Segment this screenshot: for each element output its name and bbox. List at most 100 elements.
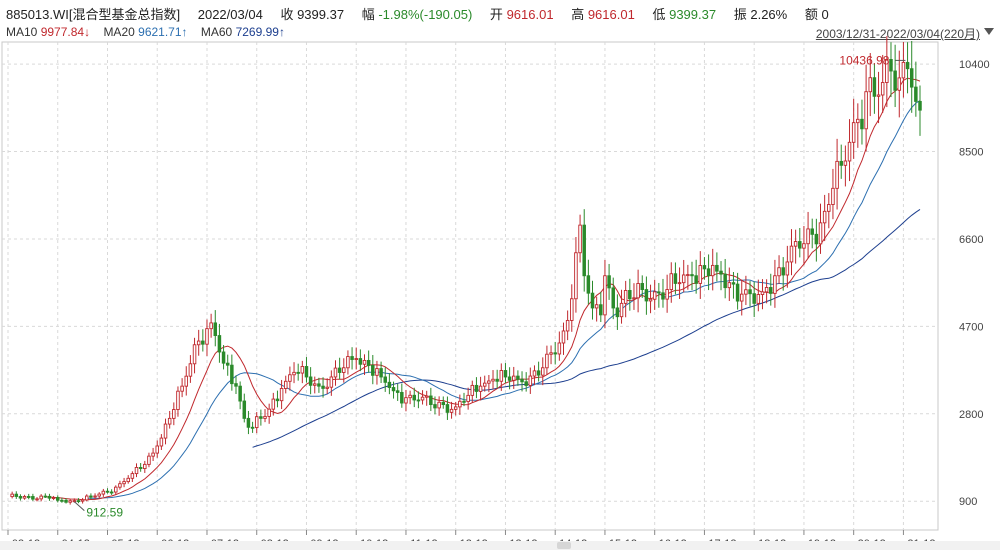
candle: [831, 168, 835, 220]
open-field: 开 9616.01: [489, 7, 554, 22]
candle-body: [648, 298, 653, 302]
candle: [416, 391, 421, 409]
candle-body: [192, 344, 197, 365]
candle: [362, 354, 367, 375]
candle-body: [872, 77, 877, 97]
candle-body: [292, 371, 296, 376]
candle: [279, 379, 284, 410]
candle-body: [553, 352, 557, 355]
candle: [254, 412, 259, 434]
candle: [267, 403, 271, 424]
horizontal-scrollbar[interactable]: [0, 541, 1000, 550]
candle: [856, 103, 860, 148]
candle-body: [802, 243, 806, 249]
candle: [872, 63, 877, 114]
candle-body: [147, 455, 151, 465]
candle-body: [242, 400, 247, 419]
candle-body: [31, 496, 35, 500]
candle: [196, 329, 201, 356]
candle-body: [420, 396, 425, 401]
candle: [230, 354, 234, 391]
candle: [453, 401, 458, 416]
date-range-link[interactable]: 2003/12/31-2022/03/04(220月): [815, 27, 980, 41]
candle: [163, 418, 168, 445]
change-field: 幅 -1.98%(-190.05): [361, 7, 473, 22]
candle: [109, 489, 114, 495]
candle-body: [822, 210, 827, 224]
candle-body: [196, 340, 201, 346]
candle-body: [246, 417, 251, 428]
candle: [250, 421, 255, 433]
candle: [342, 358, 346, 383]
candle: [880, 54, 885, 113]
candle-body: [172, 409, 176, 419]
candle-body: [333, 367, 338, 378]
candle: [395, 383, 400, 401]
candle-body: [756, 294, 761, 304]
y-tick-label: 6600: [959, 234, 983, 246]
candle-body: [528, 375, 533, 386]
candle-body: [565, 319, 570, 332]
candle-body: [739, 293, 744, 302]
candle-body: [441, 401, 446, 406]
candle: [470, 380, 475, 403]
candle-body: [97, 493, 101, 497]
candle: [524, 372, 528, 392]
candle-body: [416, 399, 421, 402]
candle-body: [652, 291, 657, 300]
candle-body: [744, 289, 748, 295]
volume-field: 额 0: [804, 7, 829, 22]
candle: [478, 376, 483, 401]
candle-body: [582, 224, 586, 277]
candle-body: [43, 495, 48, 498]
candle-body: [109, 491, 114, 494]
candle-body: [831, 187, 835, 205]
candle: [648, 284, 653, 314]
candle: [366, 350, 371, 373]
candle-body: [769, 287, 773, 294]
candle-body: [590, 292, 595, 309]
candle: [379, 361, 383, 384]
candle-body: [731, 282, 736, 285]
candle-body: [880, 82, 885, 96]
candle: [744, 275, 748, 306]
candle-body: [217, 335, 222, 353]
candle-body: [325, 386, 329, 389]
candle: [818, 203, 823, 254]
candle: [217, 323, 222, 363]
candle: [702, 257, 707, 280]
candle-body: [876, 94, 881, 97]
candle: [404, 389, 408, 412]
candle-body: [404, 397, 408, 404]
candle: [68, 499, 72, 505]
candle-body: [644, 289, 649, 302]
scrollbar-thumb[interactable]: [557, 542, 571, 549]
range-dropdown-icon[interactable]: [984, 28, 994, 35]
candle: [806, 211, 810, 259]
candle-body: [18, 496, 23, 499]
candle: [632, 283, 636, 310]
candle-body: [864, 91, 868, 130]
candle: [495, 369, 499, 389]
index-code: 885013.WI[混合型基金总指数]: [6, 7, 181, 22]
candle-body: [806, 228, 810, 245]
min-value-pointer: [73, 501, 85, 511]
candle-body: [35, 498, 39, 501]
candle-body: [346, 356, 350, 369]
candle-body: [184, 375, 189, 387]
candle: [723, 258, 727, 299]
candle: [47, 493, 52, 501]
candle: [918, 85, 922, 136]
candle: [304, 357, 309, 383]
candle: [727, 267, 732, 301]
candle: [31, 493, 35, 501]
candle-body: [64, 499, 68, 503]
candle: [623, 280, 628, 318]
candle-body: [230, 364, 234, 385]
candle: [263, 409, 267, 423]
candle-body: [122, 481, 126, 485]
candle-body: [603, 275, 607, 316]
candle-body: [288, 374, 292, 382]
candle: [777, 255, 781, 284]
